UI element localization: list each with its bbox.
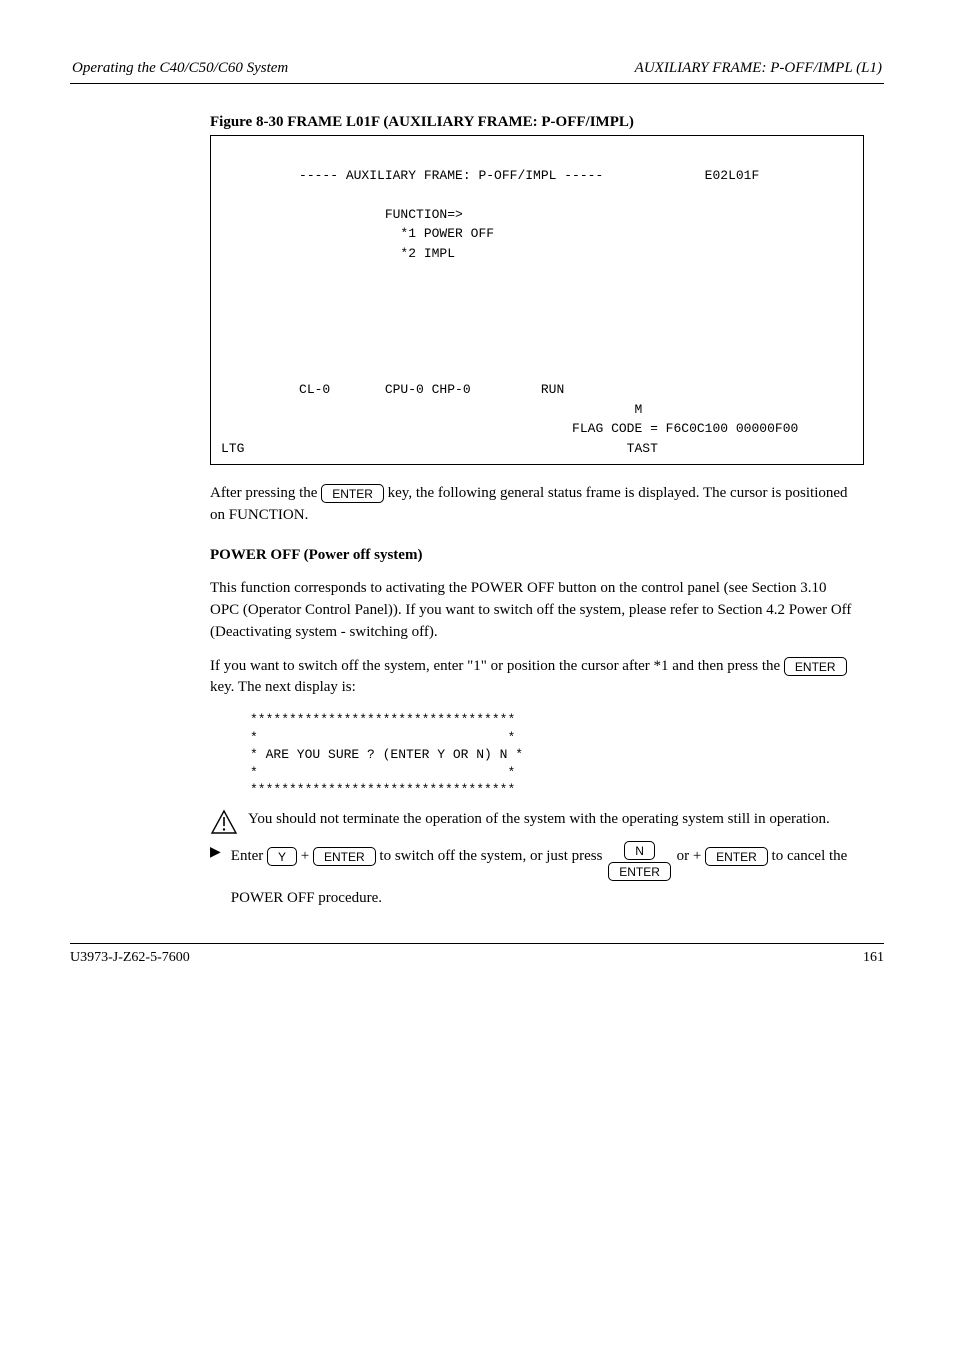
power-off-heading: POWER OFF (Power off system) <box>210 545 854 567</box>
y-key-icon: Y <box>267 847 297 866</box>
paragraph-3: If you want to switch off the system, en… <box>210 656 854 700</box>
figure-caption: Figure 8-30 FRAME L01F (AUXILIARY FRAME:… <box>70 114 884 131</box>
terminal-line: FUNCTION=> <box>221 207 463 222</box>
text-span: + <box>301 848 313 864</box>
text-span: key. The next display is: <box>210 679 356 695</box>
terminal-line: FLAG CODE = F6C0C100 00000F00 <box>221 421 798 436</box>
text-span: After pressing the <box>210 485 321 501</box>
enter-key-icon: ENTER <box>608 862 671 881</box>
terminal-frame: ----- AUXILIARY FRAME: P-OFF/IMPL ----- … <box>210 135 864 465</box>
n-key-icon: N <box>624 841 655 860</box>
enter-key-icon: ENTER <box>784 657 847 676</box>
terminal-line: M <box>221 402 642 417</box>
caution-triangle-icon <box>210 809 238 835</box>
terminal-line: *1 POWER OFF <box>221 226 494 241</box>
paragraph-1: After pressing the ENTER key, the follow… <box>210 483 854 527</box>
text-span: to switch off the system, or just press <box>379 848 606 864</box>
section-power-off: POWER OFF (Power off system) This functi… <box>210 545 854 913</box>
footer-left: U3973-J-Z62-5-7600 <box>70 950 190 966</box>
instruction-bullet: ▶ Enter Y + ENTER to switch off the syst… <box>210 841 854 913</box>
footer-right: 161 <box>863 950 884 966</box>
caution-block: You should not terminate the operation o… <box>210 809 854 835</box>
paragraph-2: This function corresponds to activating … <box>210 578 854 643</box>
terminal-line: *2 IMPL <box>221 246 455 261</box>
terminal-line: CL-0 CPU-0 CHP-0 RUN <box>221 382 564 397</box>
terminal-line: LTG TAST <box>221 441 658 456</box>
caution-text: You should not terminate the operation o… <box>248 809 854 831</box>
text-span: Enter <box>231 848 267 864</box>
header-left: Operating the C40/C50/C60 System <box>72 60 288 77</box>
enter-key-icon: ENTER <box>705 847 768 866</box>
enter-key-icon: ENTER <box>321 484 384 503</box>
page-root: Operating the C40/C50/C60 System AUXILIA… <box>0 0 954 1006</box>
text-span: + <box>693 848 705 864</box>
header-block: Operating the C40/C50/C60 System AUXILIA… <box>70 60 884 84</box>
footer: U3973-J-Z62-5-7600 161 <box>70 943 884 966</box>
confirm-box: ********************************** * * *… <box>250 711 854 799</box>
text-span: If you want to switch off the system, en… <box>210 658 784 674</box>
header-right: AUXILIARY FRAME: P-OFF/IMPL (L1) <box>635 60 882 77</box>
arrow-icon: ▶ <box>210 841 221 864</box>
enter-key-icon: ENTER <box>313 847 376 866</box>
key-stack: N ENTER <box>608 841 671 883</box>
terminal-title: ----- AUXILIARY FRAME: P-OFF/IMPL ----- … <box>221 168 759 183</box>
text-span: or <box>677 848 693 864</box>
